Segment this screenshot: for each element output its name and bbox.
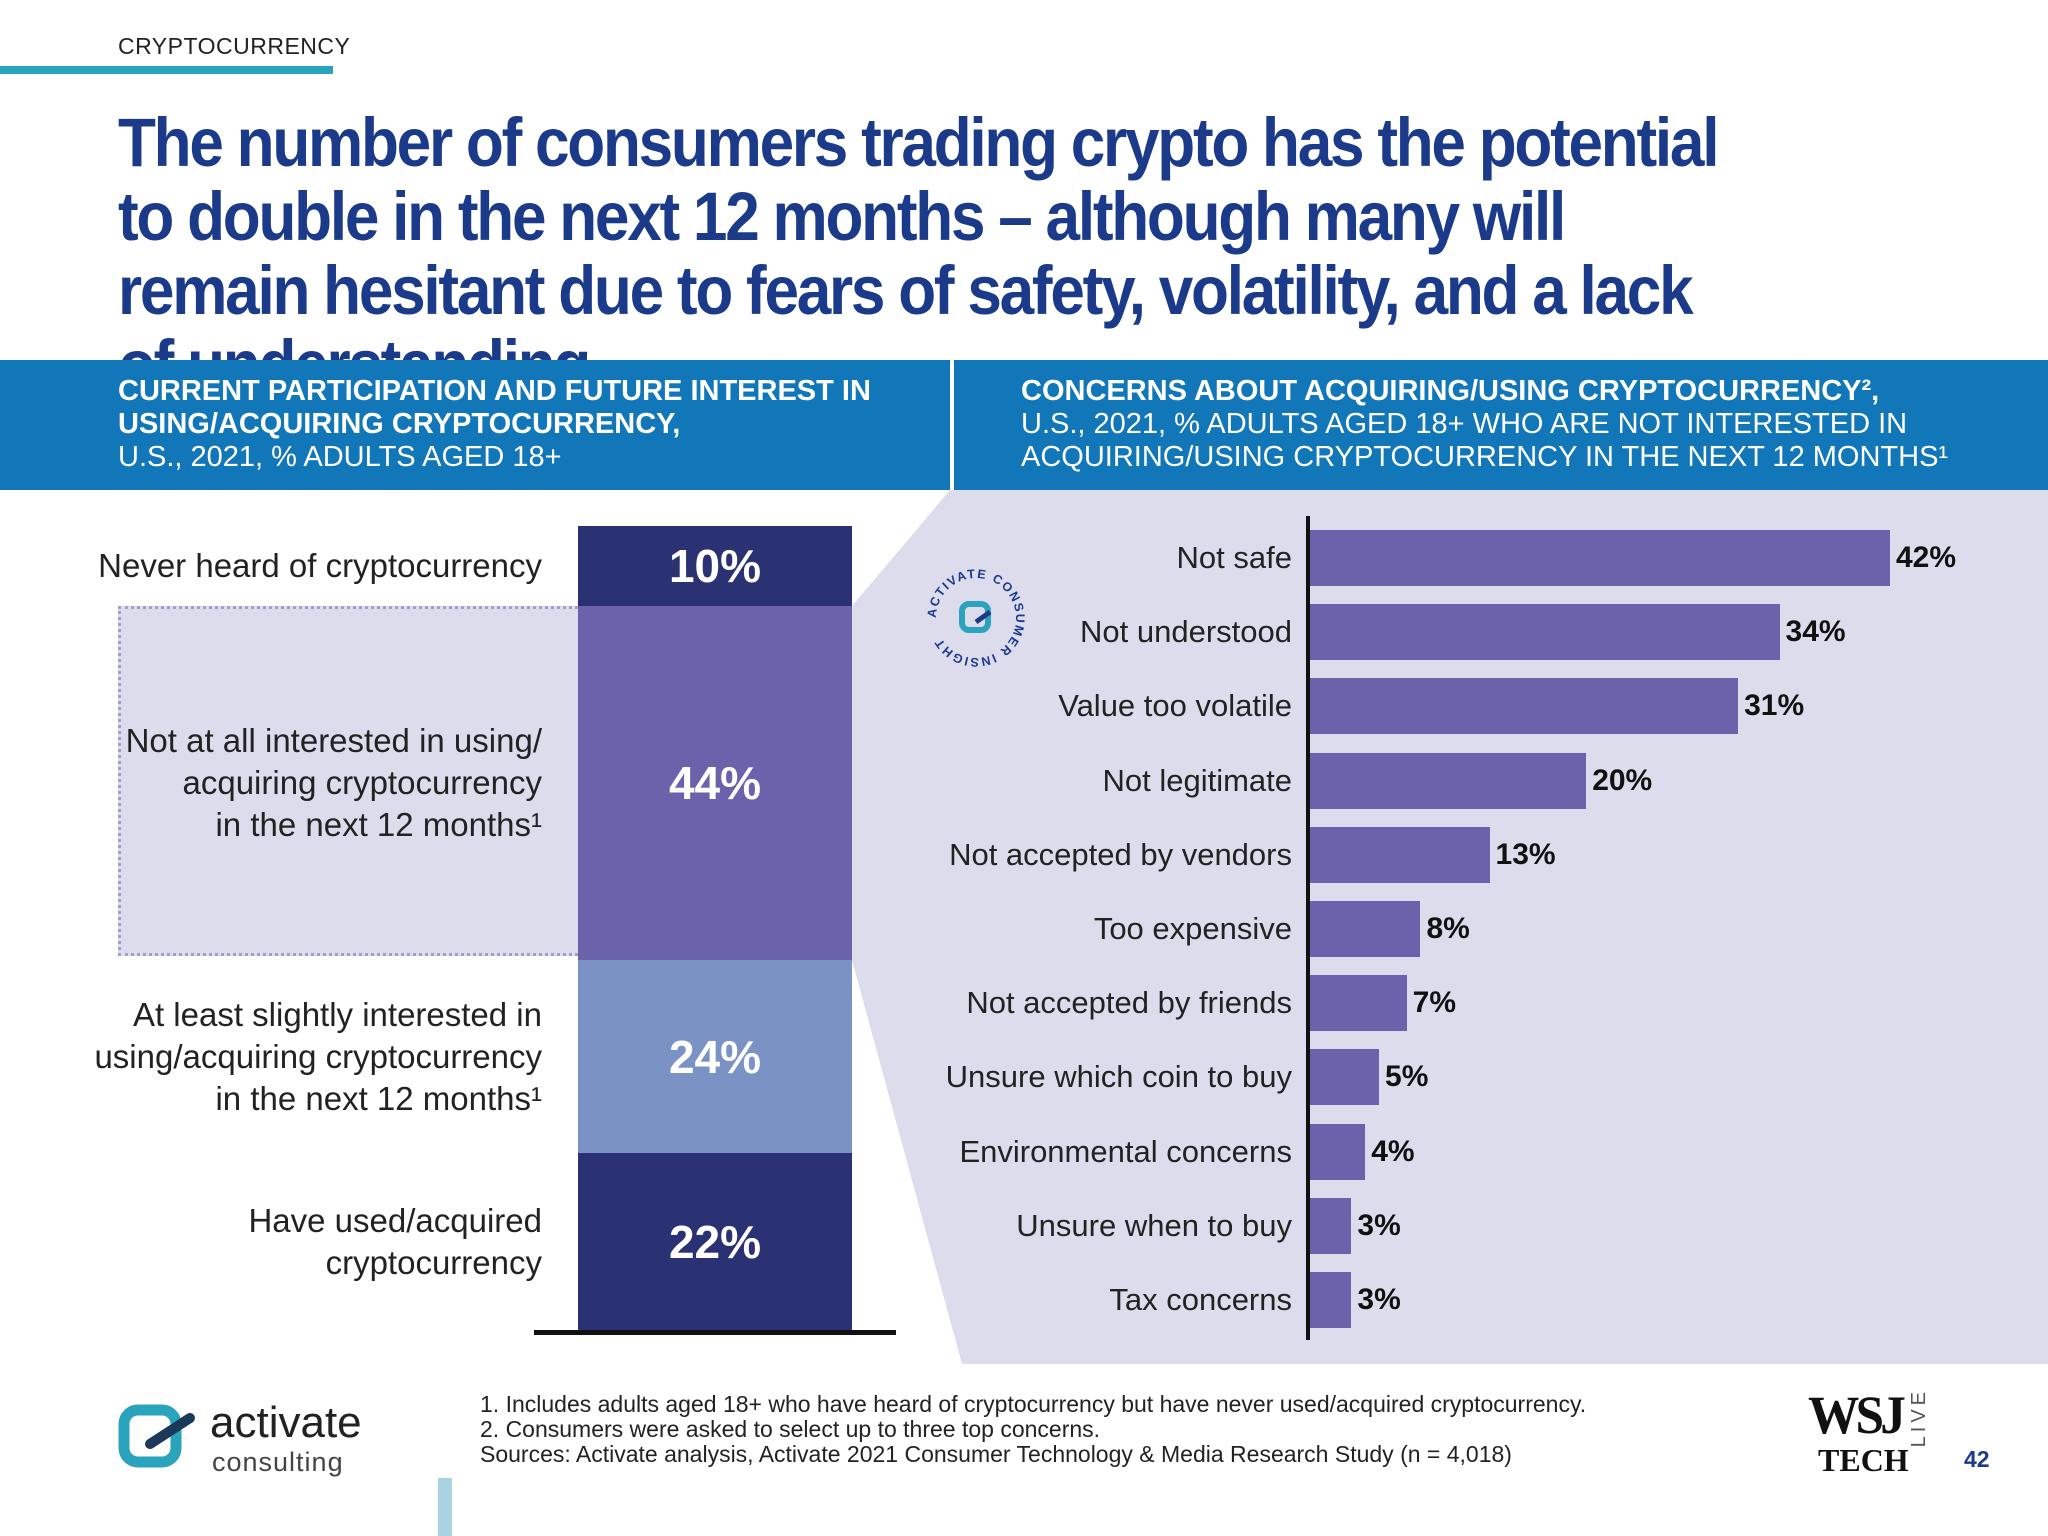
concern-category-label: Value too volatile: [1058, 688, 1292, 724]
stack-segment-label: At least slightly interested in using/acq…: [94, 995, 542, 1117]
concern-bar: [1310, 1123, 1366, 1180]
footnote-1: 1. Includes adults aged 18+ who have hea…: [480, 1391, 1587, 1417]
concern-bar: [1310, 1272, 1352, 1328]
concern-category-label: Unsure when to buy: [1016, 1207, 1292, 1243]
stack-segment-value: 22%: [668, 1215, 762, 1268]
concern-bar: [1310, 826, 1490, 883]
concern-category-label: Too expensive: [1093, 911, 1292, 946]
stacked-bar-baseline: [534, 1330, 896, 1335]
concern-value-label: 3%: [1357, 1208, 1401, 1242]
stack-segment-value: 44%: [668, 757, 762, 810]
right-chart-subtitle: U.S., 2021, % ADULTS AGED 18+ WHO ARE NO…: [1021, 408, 1949, 473]
stack-segment-label: Never heard of cryptocurrency: [98, 547, 542, 585]
stack-segment-value: 10%: [668, 540, 762, 593]
brand-subname: consulting: [212, 1447, 344, 1477]
concern-category-label: Not understood: [1080, 614, 1292, 650]
concern-category-label: Environmental concerns: [959, 1133, 1292, 1169]
concern-category-label: Tax concerns: [1109, 1282, 1292, 1317]
concern-category-label: Not safe: [1176, 540, 1292, 575]
concern-bar: [1310, 975, 1407, 1032]
right-chart-header: CONCERNS ABOUT ACQUIRING/USING CRYPTOCUR…: [954, 360, 2048, 490]
wsj-live-logo: LIVE: [1908, 1388, 1930, 1448]
concern-bar: [1310, 752, 1587, 809]
concern-value-label: 8%: [1426, 912, 1470, 945]
accent-bar: [438, 1478, 452, 1536]
right-chart-title: CONCERNS ABOUT ACQUIRING/USING CRYPTOCUR…: [1021, 375, 1880, 407]
stack-segment: 22%: [578, 1153, 852, 1330]
concerns-axis: [1306, 516, 1310, 1340]
brand-name: activate: [210, 1398, 362, 1447]
concern-bar: [1310, 604, 1780, 661]
badge-text: ACTIVATE CONSUMER INSIGHT: [925, 567, 1026, 669]
highlight-box: [118, 606, 578, 956]
page-number: 42: [1964, 1446, 1990, 1472]
wsj-tech-logo: TECH: [1818, 1442, 1909, 1478]
concern-bar: [1310, 1049, 1380, 1106]
footnote-2: 2. Consumers were asked to select up to …: [480, 1416, 1101, 1442]
concern-bar: [1310, 1197, 1352, 1254]
badge-logo-icon: [959, 601, 991, 633]
stack-segment-value: 24%: [668, 1030, 762, 1083]
section-underline: [0, 66, 333, 74]
concern-category-label: Not legitimate: [1102, 762, 1292, 798]
footnote-sources: Sources: Activate analysis, Activate 202…: [480, 1441, 1512, 1467]
concern-bar: [1310, 901, 1421, 957]
wsj-logo: WSJ: [1808, 1385, 1906, 1445]
svg-text:ACTIVATE CONSUMER INSIGHT: ACTIVATE CONSUMER INSIGHT: [925, 567, 1027, 669]
concern-category-label: Unsure which coin to buy: [945, 1059, 1292, 1095]
left-chart-title: CURRENT PARTICIPATION AND FUTURE INTERES…: [118, 375, 871, 440]
concern-value-label: 7%: [1412, 986, 1457, 1020]
concern-value-label: 31%: [1744, 689, 1805, 723]
concern-value-label: 20%: [1592, 763, 1653, 797]
left-chart-subtitle: U.S., 2021, % ADULTS AGED 18+: [118, 441, 562, 473]
stack-segment: 44%: [578, 606, 852, 961]
concern-bar: [1310, 530, 1890, 586]
concern-category-label: Not accepted by vendors: [949, 836, 1292, 872]
concern-value-label: 34%: [1785, 615, 1846, 649]
concern-value-label: 3%: [1357, 1283, 1401, 1316]
concern-value-label: 13%: [1495, 837, 1556, 871]
stack-segment: 24%: [578, 960, 852, 1154]
concern-value-label: 4%: [1371, 1134, 1415, 1168]
activate-consumer-insight-badge: ACTIVATE CONSUMER INSIGHT: [925, 567, 1027, 669]
stack-segment-label: Not at all interested in using/acquiring…: [125, 722, 542, 844]
concerns-panel-shape: [852, 490, 2048, 1364]
stack-segment-label: Have used/acquired cryptocurrency: [248, 1201, 542, 1281]
concern-category-label: Not accepted by friends: [966, 985, 1292, 1021]
footnotes: 1. Includes adults aged 18+ who have hea…: [480, 1392, 1586, 1467]
concern-value-label: 42%: [1896, 541, 1957, 574]
concern-bar: [1310, 678, 1739, 735]
left-chart-header: CURRENT PARTICIPATION AND FUTURE INTERES…: [0, 360, 950, 490]
section-label: CRYPTOCURRENCY: [118, 33, 351, 59]
concern-value-label: 5%: [1385, 1060, 1429, 1094]
stack-segment: 10%: [578, 526, 852, 607]
activate-logo-icon: [118, 1404, 195, 1468]
